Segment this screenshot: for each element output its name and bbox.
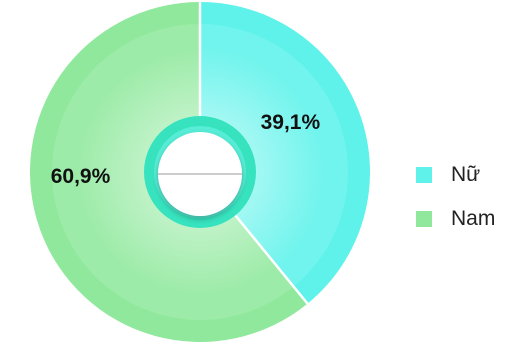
legend-item-nu: Nữ (416, 162, 524, 188)
legend-swatch-nam (416, 211, 432, 227)
legend-label-nam: Nam (451, 207, 496, 230)
legend-label-nu: Nữ (451, 163, 481, 186)
center-hub (144, 116, 256, 228)
slice-label-nu: 39,1% (261, 111, 321, 134)
legend: Nữ Nam (416, 162, 524, 250)
legend-swatch-nu (416, 167, 432, 183)
slice-label-nam: 60,9% (51, 165, 111, 188)
legend-item-nam: Nam (416, 206, 524, 232)
slice-labels: 39,1% 60,9% (51, 111, 321, 188)
